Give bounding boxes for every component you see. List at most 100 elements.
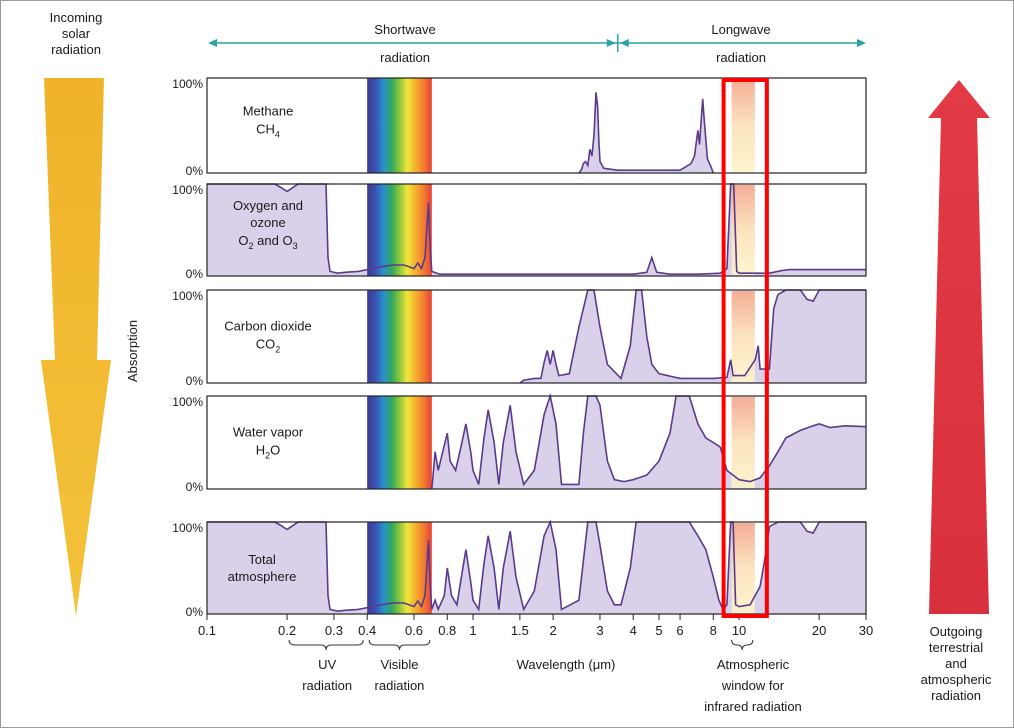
x-tick-label: 5 xyxy=(655,623,662,638)
x-tick-label: 0.1 xyxy=(198,623,216,638)
outgoing-label-line4: atmospheric xyxy=(921,672,992,687)
gas-name-line1: Total xyxy=(248,552,276,567)
outgoing-label-line1: Outgoing xyxy=(930,624,983,639)
panel-3: 100% 0% Carbon dioxide CO2 xyxy=(172,289,867,388)
x-tick-label: 0.3 xyxy=(325,623,343,638)
x-tick-label: 10 xyxy=(732,623,746,638)
y-tick-0: 0% xyxy=(186,267,204,281)
y-axis-label: Absorption xyxy=(125,320,140,382)
outgoing-label-line3: and xyxy=(945,656,967,671)
x-tick-label: 30 xyxy=(859,623,873,638)
window-label-line1: Atmospheric xyxy=(717,657,790,672)
y-tick-100: 100% xyxy=(172,521,203,535)
y-tick-0: 0% xyxy=(186,164,204,178)
x-tick-label: 2 xyxy=(550,623,557,638)
y-tick-100: 100% xyxy=(172,289,203,303)
incoming-arrow xyxy=(41,78,111,616)
x-tick-label: 8 xyxy=(710,623,717,638)
x-tick-label: 4 xyxy=(630,623,637,638)
panel-border xyxy=(206,521,867,615)
window-label-line3: infrared radiation xyxy=(704,699,802,714)
gas-name: Carbon dioxide xyxy=(224,319,311,334)
panel-border xyxy=(206,183,867,277)
gas-name-line2: ozone xyxy=(250,215,285,230)
gas-formula: H2O xyxy=(256,443,281,461)
visible-spectrum-band xyxy=(367,184,432,276)
window-label-line2: window for xyxy=(721,678,785,693)
gas-name-line1: Oxygen and xyxy=(233,198,303,213)
y-tick-0: 0% xyxy=(186,605,204,619)
x-tick-label: 1 xyxy=(469,623,476,638)
shortwave-arrowhead-right xyxy=(606,39,616,47)
x-tick-label: 0.4 xyxy=(358,623,376,638)
x-tick-label: 0.6 xyxy=(405,623,423,638)
incoming-label-line1: Incoming xyxy=(50,10,103,25)
shortwave-arrowhead-left xyxy=(208,39,217,47)
outgoing-label-line5: radiation xyxy=(931,688,981,703)
outgoing-arrow xyxy=(928,80,990,614)
visible-spectrum-band xyxy=(367,522,432,614)
absorption-line xyxy=(207,519,866,613)
x-tick-label: 0.2 xyxy=(278,623,296,638)
x-tick-label: 3 xyxy=(596,623,603,638)
shortwave-label-line2: radiation xyxy=(380,50,430,65)
y-tick-100: 100% xyxy=(172,395,203,409)
x-tick-label: 20 xyxy=(812,623,826,638)
outgoing-label-line2: terrestrial xyxy=(929,640,983,655)
x-tick-label: 0.8 xyxy=(438,623,456,638)
shortwave-label-line1: Shortwave xyxy=(374,22,435,37)
absorption-line xyxy=(519,289,866,384)
absorption-area xyxy=(578,92,714,173)
panel-border xyxy=(206,289,867,384)
panel-4: 100% 0% Water vapor H2O xyxy=(172,392,867,494)
absorption-line xyxy=(578,92,715,174)
visible-label-line1: Visible xyxy=(380,657,418,672)
y-tick-100: 100% xyxy=(172,183,203,197)
x-axis-label: Wavelength (μm) xyxy=(517,657,616,672)
panel-border xyxy=(206,77,867,174)
panels: 100% 0% Methane CH4 100% 0% Oxygen and ozone O2 … xyxy=(172,77,867,619)
overlay: Shortwave radiation Longwave radiation Incom… xyxy=(50,10,992,714)
visible-label-line2: radiation xyxy=(375,678,425,693)
absorption-area xyxy=(207,522,866,614)
visible-spectrum-band xyxy=(367,78,432,173)
window-bracket xyxy=(731,639,754,651)
gas-name: Methane xyxy=(243,104,294,119)
x-tick-label: 6 xyxy=(676,623,683,638)
y-tick-100: 100% xyxy=(172,77,203,91)
visible-spectrum-band xyxy=(367,290,432,383)
uv-bracket xyxy=(288,639,364,651)
gas-formula: CH4 xyxy=(256,122,280,140)
absorption-line xyxy=(207,183,866,275)
uv-label-line2: radiation xyxy=(302,678,352,693)
incoming-label-line3: radiation xyxy=(51,42,101,57)
x-tick-label: 1.5 xyxy=(511,623,529,638)
window-highlight-box xyxy=(721,78,769,618)
panel-border xyxy=(206,395,867,490)
panel-1: 100% 0% Methane CH4 xyxy=(172,77,867,178)
atmospheric-window-band xyxy=(731,397,755,488)
longwave-arrowhead-right xyxy=(857,39,866,47)
atmospheric-window-band xyxy=(731,185,755,275)
y-tick-0: 0% xyxy=(186,374,204,388)
visible-spectrum-band xyxy=(367,396,432,489)
longwave-label-line2: radiation xyxy=(716,50,766,65)
visible-bracket xyxy=(368,639,431,651)
panel-background xyxy=(207,78,866,173)
panel-2: 100% 0% Oxygen and ozone O2 and O3 xyxy=(172,183,867,281)
longwave-arrowhead-left xyxy=(619,39,629,47)
gas-formula: CO2 xyxy=(256,337,281,355)
atmospheric-window-band xyxy=(731,523,755,613)
uv-label-line1: UV xyxy=(318,657,336,672)
longwave-label-line1: Longwave xyxy=(711,22,770,37)
gas-name: Water vapor xyxy=(233,425,304,440)
absorption-area xyxy=(431,396,866,489)
incoming-label-line2: solar xyxy=(62,26,91,41)
atmospheric-window-band xyxy=(731,291,755,382)
gas-formula: O2 and O3 xyxy=(238,233,297,251)
y-tick-0: 0% xyxy=(186,480,204,494)
panel-5: 100% 0% Total atmosphere xyxy=(172,519,867,619)
gas-name-line2: atmosphere xyxy=(228,569,297,584)
atmospheric-window-band xyxy=(731,79,755,172)
